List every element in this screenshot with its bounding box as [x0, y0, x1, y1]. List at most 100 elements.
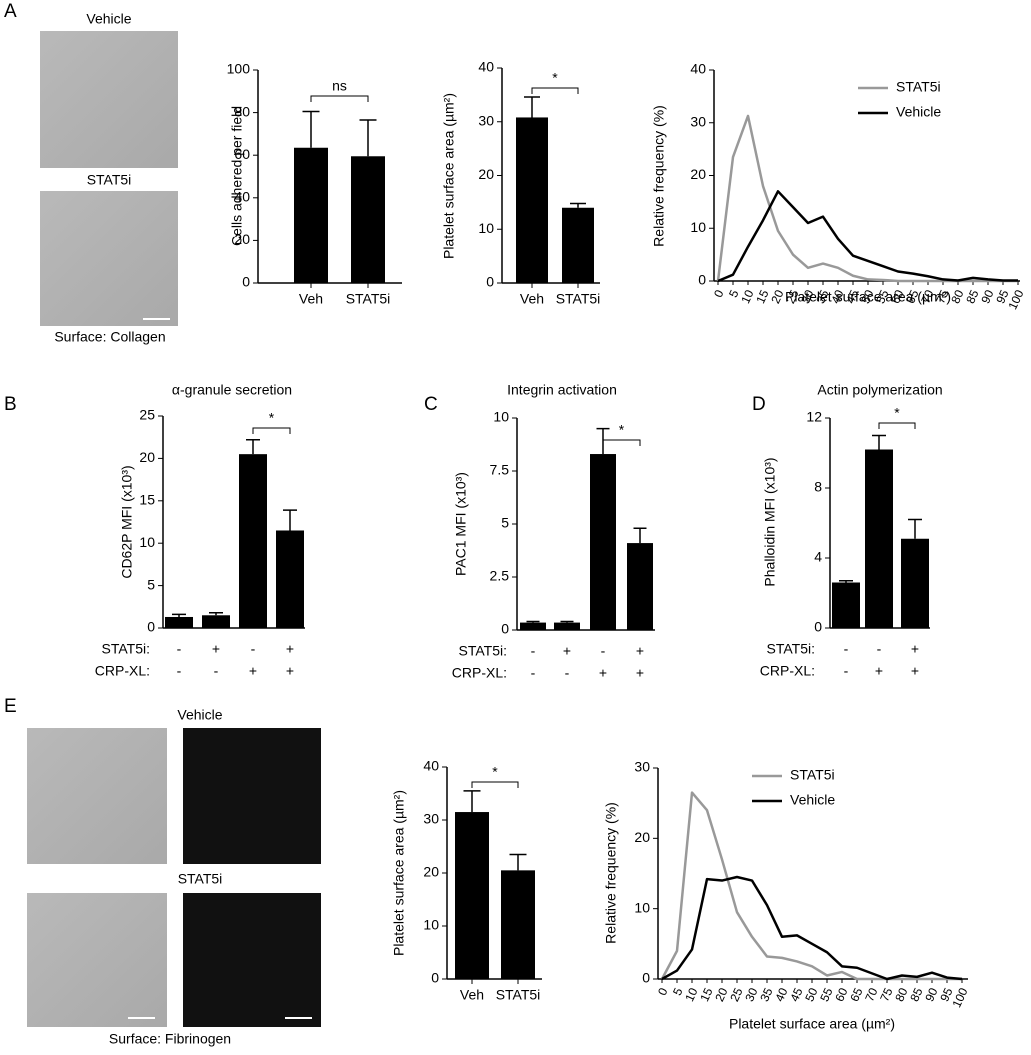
error-bar — [524, 96, 540, 118]
series-line — [717, 190, 1018, 283]
treatment-sign: - — [531, 643, 536, 659]
treatment-sign: + — [563, 643, 571, 659]
image-label: Vehicle — [86, 11, 131, 27]
significance-bracket — [602, 439, 641, 446]
x-tick-label: 35 — [757, 985, 775, 1003]
significance-bracket — [310, 95, 369, 102]
x-tick-label: 90 — [978, 287, 996, 305]
error-bar — [172, 613, 186, 617]
x-tick-label: Veh — [520, 291, 544, 307]
bar — [627, 543, 653, 630]
y-tick-label: 0 — [642, 970, 650, 986]
bar — [276, 530, 304, 628]
legend-label: Vehicle — [896, 104, 941, 120]
treatment-sign: + — [636, 643, 644, 659]
bar — [590, 454, 616, 630]
x-tick-label: 20 — [712, 985, 730, 1003]
significance-bracket — [531, 87, 579, 94]
significance-bracket — [878, 422, 916, 429]
treatment-label: CRP-XL: — [760, 663, 815, 679]
bar — [865, 449, 893, 628]
x-tick-label: 20 — [768, 287, 786, 305]
y-tick-label: 12 — [806, 409, 822, 425]
x-tick-label: 75 — [933, 287, 951, 305]
legend-label: Vehicle — [790, 792, 835, 808]
bar — [520, 622, 546, 630]
bar — [516, 117, 548, 283]
y-tick-label: 0 — [147, 619, 155, 635]
x-tick-label: 25 — [783, 287, 801, 305]
x-tick-label: 50 — [802, 985, 820, 1003]
x-axis-label: Platelet surface area (µm²) — [785, 289, 951, 305]
y-tick-label: 40 — [423, 758, 439, 774]
y-tick-label: 2.5 — [490, 568, 510, 584]
y-axis-label: Platelet surface area (µm²) — [391, 790, 407, 956]
x-tick-label: 35 — [813, 287, 831, 305]
legend-label: STAT5i — [896, 79, 941, 95]
x-tick-label: 55 — [873, 287, 891, 305]
y-tick-label: 10 — [423, 917, 439, 933]
significance-bracket — [471, 781, 519, 788]
y-axis-label: Relative frequency (%) — [651, 105, 667, 247]
x-tick-label: 80 — [892, 985, 910, 1003]
y-tick-label: 30 — [423, 811, 439, 827]
y-tick-label: 15 — [139, 492, 155, 508]
bar — [239, 454, 267, 628]
x-tick-label: 30 — [798, 287, 816, 305]
x-tick-label: 95 — [993, 287, 1011, 305]
error-bar — [560, 620, 574, 623]
y-tick-label: 10 — [493, 409, 509, 425]
x-tick-label: Veh — [460, 987, 484, 1003]
treatment-label: CRP-XL: — [95, 663, 150, 679]
y-tick-label: 20 — [690, 166, 706, 182]
chart-title: α-granule secretion — [172, 382, 292, 398]
y-tick-label: 20 — [634, 829, 650, 845]
bar — [554, 622, 580, 630]
bar — [501, 870, 535, 979]
error-bar — [209, 611, 223, 616]
treatment-sign: - — [214, 663, 219, 679]
bar — [562, 207, 594, 283]
x-tick-label: 15 — [697, 985, 715, 1003]
image-label: STAT5i — [87, 172, 132, 188]
y-tick-label: 20 — [423, 864, 439, 880]
x-axis-label: Platelet surface area (µm²) — [729, 1016, 895, 1032]
x-tick-label: 95 — [937, 985, 955, 1003]
y-tick-label: 0 — [431, 970, 439, 986]
significance-label: * — [492, 764, 498, 780]
significance-label: * — [619, 422, 625, 438]
x-tick-label: 70 — [918, 287, 936, 305]
bar — [202, 615, 230, 628]
y-tick-label: 0 — [698, 272, 706, 288]
treatment-sign: + — [286, 641, 294, 657]
x-tick-label: 40 — [828, 287, 846, 305]
error-bar — [872, 434, 886, 450]
treatment-sign: - — [844, 663, 849, 679]
panel-label: A — [4, 1, 17, 22]
significance-label: ns — [332, 78, 347, 94]
treatment-sign: + — [911, 663, 919, 679]
treatment-sign: + — [212, 641, 220, 657]
y-tick-label: 40 — [690, 61, 706, 77]
x-tick-label: 65 — [903, 287, 921, 305]
y-tick-label: 60 — [234, 146, 250, 162]
treatment-sign: - — [531, 665, 536, 681]
y-axis-label: Cells adhered per field — [229, 106, 245, 246]
x-tick-label: Veh — [299, 291, 323, 307]
treatment-sign: - — [844, 641, 849, 657]
y-tick-label: 10 — [690, 219, 706, 235]
y-axis-label: PAC1 MFI (x10³) — [453, 472, 469, 576]
y-tick-label: 20 — [234, 231, 250, 247]
x-tick-label: 45 — [787, 985, 805, 1003]
x-tick-label: 60 — [888, 287, 906, 305]
micrograph — [27, 728, 167, 864]
treatment-sign: - — [251, 641, 256, 657]
treatment-sign: - — [565, 665, 570, 681]
error-bar — [633, 527, 647, 544]
error-bar — [526, 620, 540, 623]
y-tick-label: 8 — [814, 479, 822, 495]
image-label: Vehicle — [177, 707, 222, 723]
bar — [294, 147, 328, 283]
x-tick-label: 45 — [843, 287, 861, 305]
y-tick-label: 40 — [478, 59, 494, 75]
